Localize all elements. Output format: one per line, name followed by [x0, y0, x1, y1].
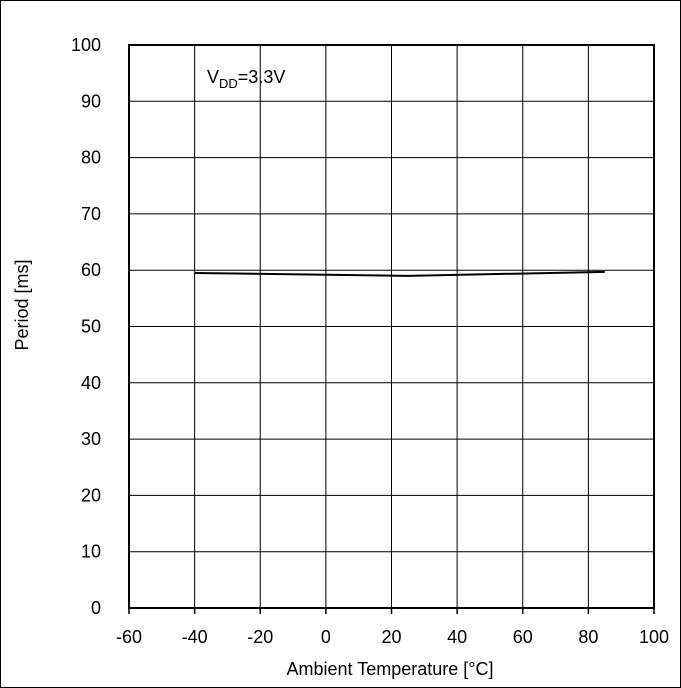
grid [128, 44, 655, 609]
series-line [194, 270, 605, 277]
y-tick-label: 80 [81, 148, 101, 168]
x-tick-label: 100 [639, 627, 669, 647]
y-tick-labels: 0 10 20 30 40 50 60 70 80 90 100 [71, 35, 101, 618]
y-tick-label: 40 [81, 373, 101, 393]
x-tick-label: 40 [447, 627, 467, 647]
y-tick-label: 90 [81, 91, 101, 111]
y-tick-label: 100 [71, 35, 101, 55]
series-group [194, 270, 605, 277]
x-tick-label: -40 [182, 627, 208, 647]
x-axis-title: Ambient Temperature [°C] [287, 659, 494, 679]
y-tick-label: 60 [81, 260, 101, 280]
annotation-vdd: VDD=3.3V [207, 67, 285, 91]
x-tick-label: 0 [321, 627, 331, 647]
y-tick-label: 50 [81, 317, 101, 337]
y-tick-label: 20 [81, 485, 101, 505]
x-tick-labels: -60 -40 -20 0 20 40 60 80 100 [116, 608, 669, 647]
x-tick-label: 80 [578, 627, 598, 647]
x-tick-label: -20 [247, 627, 273, 647]
x-tick-label: 20 [381, 627, 401, 647]
y-tick-label: 30 [81, 429, 101, 449]
x-tick-label: -60 [116, 627, 142, 647]
y-tick-label: 70 [81, 204, 101, 224]
annotation-main: V [207, 67, 219, 87]
annotation-subscript: DD [219, 76, 238, 91]
x-tick-label: 60 [513, 627, 533, 647]
annotation-rest: =3.3V [238, 67, 286, 87]
y-axis-title: Period [ms] [12, 259, 32, 350]
y-tick-label: 0 [91, 598, 101, 618]
y-tick-label: 10 [81, 542, 101, 562]
